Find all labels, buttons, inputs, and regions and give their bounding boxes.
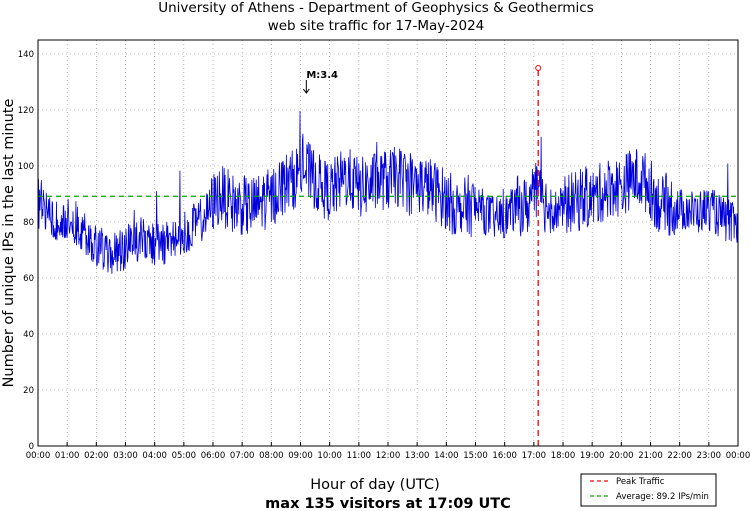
x-tick-label: 02:00: [84, 451, 109, 461]
y-tick-label: 20: [23, 386, 34, 396]
legend-box: [580, 473, 717, 507]
x-axis-ticks: 00:00 01:00 02:00 03:00 04:00 05:00 06:00 07:00…: [26, 442, 750, 461]
x-tick-label: 15:00: [463, 451, 488, 461]
annotation-arrow: [302, 80, 310, 94]
x-tick-label: 00:00: [26, 451, 51, 461]
x-tick-label: 20:00: [609, 451, 634, 461]
chart-subtitle: web site traffic for 17-May-2024: [268, 18, 485, 34]
x-tick-label: 16:00: [492, 451, 517, 461]
y-tick-label: 120: [18, 106, 34, 116]
footer-max-visitors: max 135 visitors at 17:09 UTC: [265, 496, 511, 511]
x-tick-label: 03:00: [113, 451, 138, 461]
x-tick-label: 23:00: [697, 451, 722, 461]
peak-marker: [535, 65, 542, 71]
x-tick-label: 11:00: [347, 451, 372, 461]
legend: Peak Traffic Average: 89.2 IPs/min: [580, 473, 717, 507]
x-tick-label: 01:00: [55, 451, 80, 461]
x-tick-label: 19:00: [580, 451, 605, 461]
y-tick-label: 140: [18, 50, 34, 60]
y-axis-ticks: 0 20 40 60 80 100 120 140: [18, 50, 34, 452]
x-tick-label: 06:00: [201, 451, 226, 461]
y-tick-label: 60: [23, 274, 34, 284]
legend-label-peak: Peak Traffic: [616, 477, 665, 487]
annotation-group: M:3.4: [302, 70, 338, 94]
plot-frame: [37, 39, 739, 447]
x-tick-label: 07:00: [230, 451, 255, 461]
x-tick-label: 13:00: [405, 451, 430, 461]
x-tick-label: 18:00: [551, 451, 576, 461]
y-tick-label: 100: [18, 162, 34, 172]
y-tick-label: 0: [29, 442, 34, 452]
x-tick-label: 22:00: [667, 451, 692, 461]
y-axis-label: Number of unique IPs in the last minute: [1, 99, 17, 388]
x-tick-label: 08:00: [259, 451, 284, 461]
x-tick-label: 00:00: [726, 451, 750, 461]
x-axis-label: Hour of day (UTC): [310, 477, 439, 493]
grid-lines: [38, 40, 738, 446]
x-tick-label: 04:00: [142, 451, 167, 461]
legend-label-average: Average: 89.2 IPs/min: [616, 492, 709, 502]
y-tick-label: 80: [23, 218, 34, 228]
peak-line-group: [535, 65, 542, 446]
annotation-label: M:3.4: [306, 70, 338, 81]
x-tick-label: 14:00: [434, 451, 459, 461]
chart-title: University of Athens - Department of Geo…: [158, 0, 594, 16]
x-tick-label: 12:00: [376, 451, 401, 461]
traffic-line: [37, 110, 739, 274]
y-tick-label: 40: [23, 330, 34, 340]
x-tick-label: 17:00: [522, 451, 547, 461]
traffic-series: [37, 110, 739, 274]
x-tick-label: 09:00: [288, 451, 313, 461]
x-tick-label: 10:00: [317, 451, 342, 461]
x-tick-label: 05:00: [172, 451, 197, 461]
x-tick-label: 21:00: [638, 451, 663, 461]
